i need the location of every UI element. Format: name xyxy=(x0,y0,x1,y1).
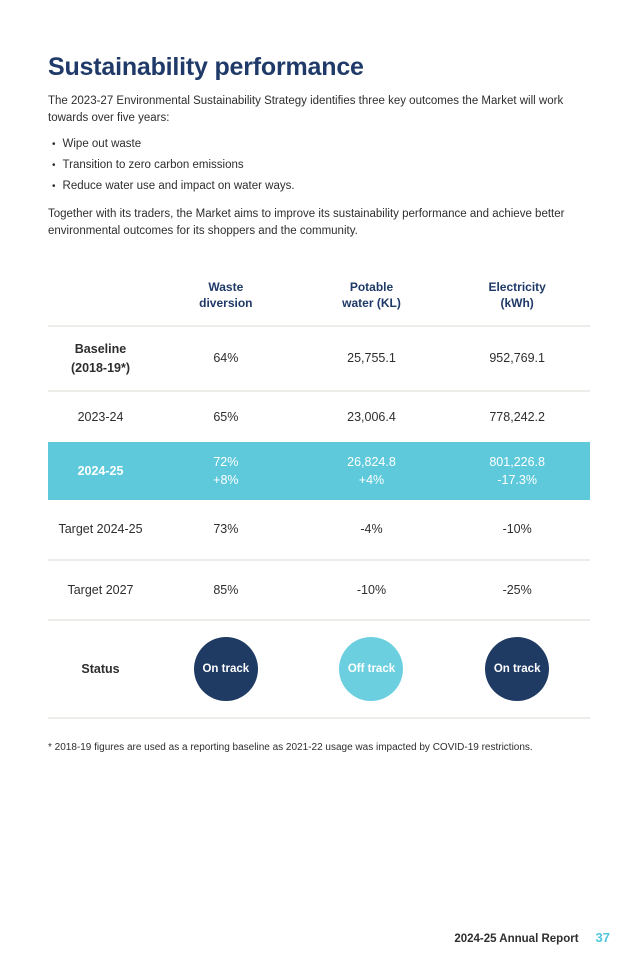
cell-electricity: -10% xyxy=(502,522,532,537)
intro-paragraph: The 2023-27 Environmental Sustainability… xyxy=(48,95,564,124)
cell-potable-water: 23,006.4 xyxy=(347,409,396,424)
cell-waste-diversion: 85% xyxy=(213,582,239,597)
cell-electricity: 778,242.2 xyxy=(489,409,545,424)
row-label: Baseline (2018-19*) xyxy=(70,342,131,375)
status-badge-waste-diversion: On track xyxy=(193,637,258,701)
column-header-potable-water: Potable water (KL) xyxy=(342,280,401,311)
cell-potable-water: 25,755.1 xyxy=(347,351,396,366)
cell-waste-diversion: 64% xyxy=(213,351,239,366)
row-label: Target 2027 xyxy=(67,582,134,597)
cell-potable-water: 26,824.8 +4% xyxy=(347,454,396,487)
bullet-icon: • xyxy=(52,139,56,150)
cell-electricity: -25% xyxy=(502,582,532,597)
footer-report-title: 2024-25 Annual Report xyxy=(454,933,579,945)
row-label: 2024-25 xyxy=(77,463,124,478)
status-badge-potable-water: Off track xyxy=(339,637,404,701)
list-item-text: Reduce water use and impact on water way… xyxy=(62,180,295,192)
status-badge-text: On track xyxy=(202,663,250,675)
page-content: Sustainability performance The 2023-27 E… xyxy=(0,53,638,753)
page-title: Sustainability performance xyxy=(48,53,364,81)
list-item-text: Wipe out waste xyxy=(62,138,142,150)
list-item: • Transition to zero carbon emissions xyxy=(48,157,590,174)
column-header-waste-diversion: Waste diversion xyxy=(199,280,253,311)
table-row-status: Status On track Off track On track xyxy=(48,619,590,719)
cell-electricity: 952,769.1 xyxy=(489,351,545,366)
table-row-2024-25-highlighted: 2024-25 72% +8% 26,824.8 +4% 801,226.8 -… xyxy=(48,442,590,500)
status-badge-text: Off track xyxy=(347,663,396,675)
footnote: * 2018-19 figures are used as a reportin… xyxy=(48,742,533,753)
status-badge-text: On track xyxy=(493,663,541,675)
cell-potable-water: -4% xyxy=(360,522,383,537)
list-item: • Reduce water use and impact on water w… xyxy=(48,178,590,195)
cell-waste-diversion: 72% +8% xyxy=(213,454,239,487)
sustainability-table: Waste diversion Potable water (KL) Elect… xyxy=(48,277,590,719)
row-label: 2023-24 xyxy=(77,409,124,424)
row-label: Target 2024-25 xyxy=(58,522,143,537)
closing-paragraph: Together with its traders, the Market ai… xyxy=(48,208,565,237)
cell-waste-diversion: 73% xyxy=(213,522,239,537)
bullet-icon: • xyxy=(52,181,56,192)
list-item: • Wipe out waste xyxy=(48,136,590,153)
table-row-baseline: Baseline (2018-19*) 64% 25,755.1 952,769… xyxy=(48,325,590,390)
row-label: Status xyxy=(81,661,120,676)
page-footer: 2024-25 Annual Report 37 xyxy=(454,930,610,945)
bullet-icon: • xyxy=(52,160,56,171)
column-header-electricity: Electricity (kWh) xyxy=(488,280,546,311)
key-outcomes-list: • Wipe out waste • Transition to zero ca… xyxy=(48,136,590,195)
table-row-target-2027: Target 2027 85% -10% -25% xyxy=(48,559,590,619)
status-badge-electricity: On track xyxy=(485,637,550,701)
table-row-2023-24: 2023-24 65% 23,006.4 778,242.2 xyxy=(48,390,590,442)
cell-waste-diversion: 65% xyxy=(213,409,239,424)
cell-electricity: 801,226.8 -17.3% xyxy=(489,454,545,487)
list-item-text: Transition to zero carbon emissions xyxy=(62,159,244,171)
report-page: Sustainability performance The 2023-27 E… xyxy=(0,53,638,945)
cell-potable-water: -10% xyxy=(356,582,387,597)
footer-page-number: 37 xyxy=(595,930,610,945)
table-row-target-2024-25: Target 2024-25 73% -4% -10% xyxy=(48,500,590,559)
table-header-row: Waste diversion Potable water (KL) Elect… xyxy=(48,277,590,325)
